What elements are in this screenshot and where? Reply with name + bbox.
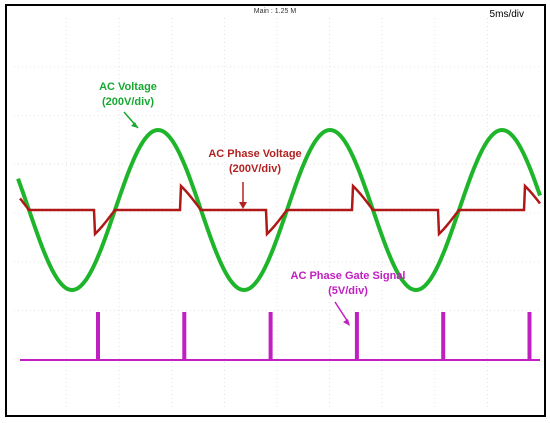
gate-signal-trace	[20, 312, 540, 361]
grid	[14, 18, 540, 408]
phase-voltage-trace	[19, 183, 541, 237]
ac-voltage-trace	[16, 127, 542, 293]
annotation-label: AC Voltage	[99, 81, 157, 93]
waveforms	[16, 127, 542, 361]
arrow-head	[239, 202, 247, 209]
time-scale: 5ms/div	[490, 9, 524, 20]
annotation-scale: (200V/div)	[229, 163, 281, 175]
annotation-label: AC Phase Gate Signal	[291, 270, 406, 282]
arrow-head	[343, 319, 350, 326]
arrow-head	[131, 122, 138, 128]
annotation-scale: (5V/div)	[328, 285, 368, 297]
annotation-label: AC Phase Voltage	[208, 148, 301, 160]
arrow	[334, 301, 349, 323]
timebase: Main : 1.25 M	[254, 8, 297, 15]
frame	[5, 4, 546, 417]
annotation-scale: (200V/div)	[102, 96, 154, 108]
